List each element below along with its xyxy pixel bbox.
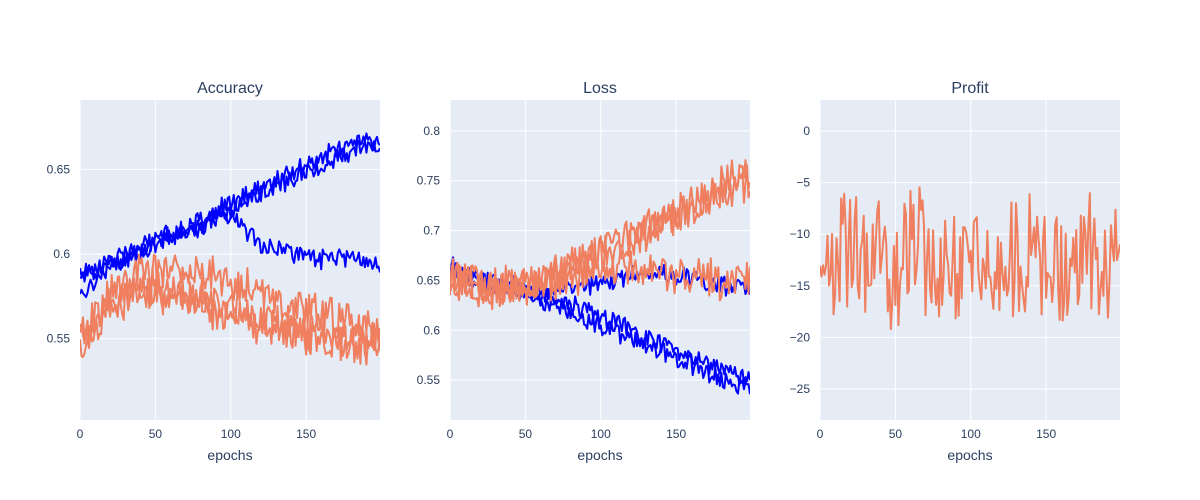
y-tick-label: 0.8 — [423, 124, 440, 138]
y-tick-label: 0.55 — [47, 332, 71, 346]
series-group — [450, 159, 750, 395]
plot-area — [80, 100, 380, 420]
series-line-6 — [80, 266, 380, 358]
x-tick-label: 0 — [447, 427, 454, 441]
series-line-1 — [820, 186, 1120, 331]
chart-title: Profit — [951, 80, 989, 97]
x-axis-label: epochs — [947, 447, 992, 463]
subplot-profit: 0 50 100 150 0 −5 −10 −15 −20 −25 Profit epochs — [790, 80, 1120, 463]
series-line-4 — [80, 253, 380, 351]
x-tick-label: 0 — [77, 427, 84, 441]
x-tick-label: 150 — [666, 427, 686, 441]
y-tick-label: 0.6 — [53, 247, 70, 261]
x-tick-label: 50 — [889, 427, 903, 441]
y-tick-label: −15 — [790, 279, 811, 293]
x-tick-label: 50 — [519, 427, 533, 441]
subplot-accuracy: 0 50 100 150 0.55 0.6 0.65 Accuracy epochs — [47, 80, 380, 463]
y-tick-label: −20 — [790, 330, 811, 344]
x-tick-label: 50 — [149, 427, 163, 441]
y-tick-label: 0.7 — [423, 224, 440, 238]
y-tick-label: 0.75 — [417, 174, 441, 188]
y-tick-label: 0.65 — [47, 162, 71, 176]
y-tick-label: −10 — [790, 227, 811, 241]
chart-title: Loss — [583, 80, 617, 97]
y-tick-label: −5 — [796, 176, 810, 190]
x-tick-label: 150 — [296, 427, 316, 441]
x-tick-label: 100 — [591, 427, 611, 441]
series-group — [820, 186, 1120, 331]
x-tick-label: 0 — [817, 427, 824, 441]
y-tick-label: 0.6 — [423, 323, 440, 337]
x-tick-label: 100 — [221, 427, 241, 441]
series-line-2 — [80, 132, 380, 278]
series-line-6 — [450, 250, 750, 311]
y-tick-label: −25 — [790, 382, 811, 396]
x-axis-label: epochs — [207, 447, 252, 463]
x-tick-label: 100 — [961, 427, 981, 441]
series-line-3 — [80, 206, 380, 283]
x-tick-label: 150 — [1036, 427, 1056, 441]
y-tick-label: 0.65 — [417, 273, 441, 287]
y-tick-label: 0.55 — [417, 373, 441, 387]
y-tick-label: 0 — [803, 124, 810, 138]
chart-title: Accuracy — [197, 80, 263, 97]
x-axis-label: epochs — [577, 447, 622, 463]
subplot-loss: 0 50 100 150 0.55 0.6 0.65 0.7 0.75 0.8 Loss epochs — [417, 80, 750, 463]
series-group — [80, 132, 380, 366]
